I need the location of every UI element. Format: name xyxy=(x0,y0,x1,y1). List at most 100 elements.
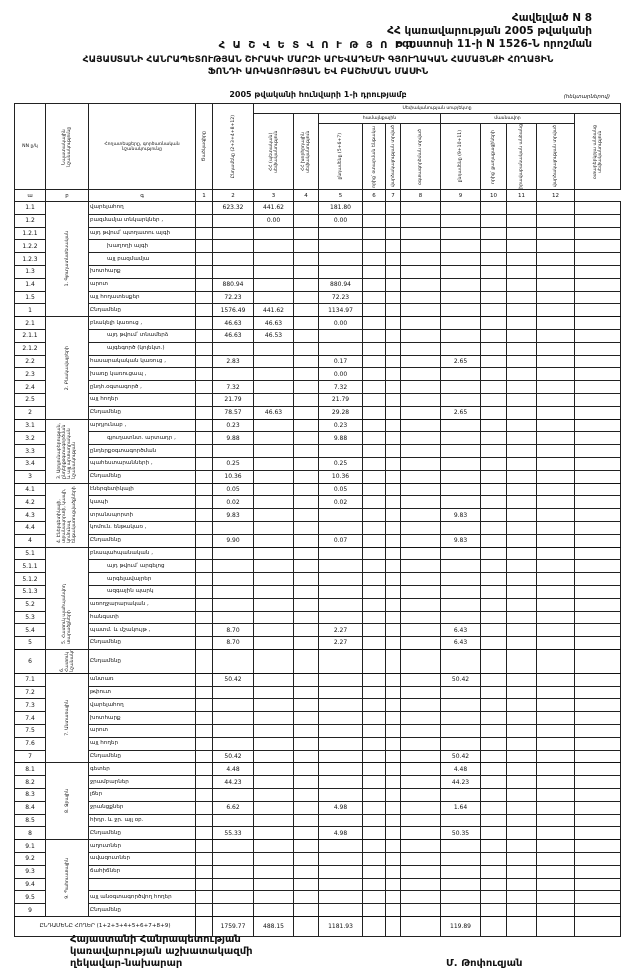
value-col-12 xyxy=(573,839,622,854)
value-col-5 xyxy=(362,852,386,866)
value-col-4 xyxy=(318,724,363,738)
land-type-label: ավազուտներ xyxy=(88,852,196,866)
purpose-group-label: 9. Պահուստային xyxy=(64,857,70,899)
land-type-label: արդյունաբ , xyxy=(88,418,196,433)
code-cell xyxy=(195,584,213,599)
value-col-3 xyxy=(293,469,319,484)
row-number: 8.2 xyxy=(14,775,46,790)
table-row: 8.3 լճեր xyxy=(14,788,622,802)
header-c3-cell: ՀՀ խորհրդային սեփականություն xyxy=(293,113,319,190)
value-col-4: 72.23 xyxy=(318,290,363,305)
value-col-3 xyxy=(293,277,319,292)
land-type-label: վարելահող xyxy=(88,201,196,215)
value-col-11 xyxy=(536,826,575,841)
value-col-4 xyxy=(318,584,363,599)
value-col-3 xyxy=(293,444,319,458)
row-number: 2.1.2 xyxy=(14,341,46,356)
value-col-9 xyxy=(480,762,507,777)
value-col-2 xyxy=(253,685,294,700)
value-col-10 xyxy=(506,226,537,241)
land-type-label: Ընդամենը xyxy=(88,405,196,420)
land-type-label: այլ հողեր xyxy=(88,392,196,407)
value-col-2 xyxy=(253,546,294,561)
value-col-12 xyxy=(573,597,622,612)
value-col-6 xyxy=(385,418,401,433)
value-col-10 xyxy=(506,341,537,356)
value-col-11 xyxy=(536,648,575,674)
code-cell xyxy=(195,839,213,854)
value-col-4: 2.27 xyxy=(318,623,363,638)
value-col-1 xyxy=(212,610,254,625)
value-col-12 xyxy=(573,380,622,394)
value-col-5 xyxy=(362,482,386,497)
code-cell xyxy=(195,890,213,905)
table-row: 8.4 ջրանցքներ 6.62 4.98 1.64 xyxy=(14,800,622,815)
table-row: 7.3 վարելահող xyxy=(14,698,622,713)
value-col-1: 0.25 xyxy=(212,456,254,471)
value-col-3 xyxy=(293,239,319,254)
code-cell xyxy=(195,852,213,866)
value-col-10 xyxy=(506,392,537,407)
land-type-label: վարելահող xyxy=(88,698,196,713)
value-col-6 xyxy=(385,877,401,892)
value-col-12 xyxy=(573,800,622,815)
table-row: 7.2 թփուտ xyxy=(14,685,622,700)
value-col-7 xyxy=(400,648,441,674)
value-col-12 xyxy=(573,482,622,497)
column-number: 10 xyxy=(480,189,507,202)
table-row: 9.3 ճահիճներ xyxy=(14,864,622,879)
value-col-4 xyxy=(318,648,363,674)
value-col-1: 4.48 xyxy=(212,762,254,777)
row-number: 7.2 xyxy=(14,685,46,700)
row-number: 8.4 xyxy=(14,800,46,815)
value-col-11 xyxy=(536,559,575,574)
value-col-3 xyxy=(293,672,319,687)
value-col-12 xyxy=(573,813,622,828)
value-col-3 xyxy=(293,316,319,330)
header-purpose: Նպատակային նշանակությունը xyxy=(62,126,72,167)
value-col-6 xyxy=(385,903,401,918)
value-col-2 xyxy=(253,800,294,815)
table-row: 1.3 խոտհարք xyxy=(14,264,622,279)
code-cell xyxy=(195,711,213,726)
value-col-6 xyxy=(385,749,401,764)
table-row: 5.3 հանգստի xyxy=(14,610,622,625)
value-col-12 xyxy=(573,456,622,471)
value-col-6 xyxy=(385,698,401,713)
land-type-label: տրանսպորտի xyxy=(88,508,196,522)
value-col-11 xyxy=(536,495,575,510)
value-col-4: 29.28 xyxy=(318,405,363,420)
value-col-2 xyxy=(253,444,294,458)
value-col-10 xyxy=(506,572,537,586)
value-col-5 xyxy=(362,469,386,484)
value-col-1 xyxy=(212,788,254,802)
table-row: 9.4 xyxy=(14,877,622,892)
value-col-4 xyxy=(318,597,363,612)
value-col-4: 10.36 xyxy=(318,469,363,484)
land-type-label: աղուտներ xyxy=(88,839,196,854)
value-col-2: 46.53 xyxy=(253,328,294,343)
code-cell xyxy=(195,623,213,638)
value-col-10 xyxy=(506,839,537,854)
value-col-7 xyxy=(400,610,441,625)
code-cell xyxy=(195,290,213,305)
value-col-2 xyxy=(253,456,294,471)
value-col-4: 0.07 xyxy=(318,533,363,548)
value-col-3 xyxy=(293,533,319,548)
row-number: 7.5 xyxy=(14,724,46,738)
value-col-4: 0.23 xyxy=(318,418,363,433)
value-col-6 xyxy=(385,711,401,726)
value-col-1: 0.05 xyxy=(212,482,254,497)
code-cell xyxy=(195,762,213,777)
value-col-12 xyxy=(573,533,622,548)
grand-total-row: ԸՆԴԱՄԵՆԸ ՀՈՂԵՐ (1+2+3+4+5+6+7+8+9) 1759.7… xyxy=(14,916,622,938)
value-col-5 xyxy=(362,711,386,726)
value-col-7 xyxy=(400,724,441,738)
value-col-5 xyxy=(362,392,386,407)
value-col-10 xyxy=(506,495,537,510)
subtitle-line: ՀԱՅԱՍՏԱՆԻ ՀԱՆՐԱՊԵՏՈՒԹՅԱՆ ՇԻՐԱԿԻ ՄԱՐԶԻ ԱՐ… xyxy=(82,54,554,65)
value-col-9 xyxy=(480,749,507,764)
value-col-4 xyxy=(318,444,363,458)
value-col-2 xyxy=(253,380,294,394)
value-col-9 xyxy=(480,213,507,228)
